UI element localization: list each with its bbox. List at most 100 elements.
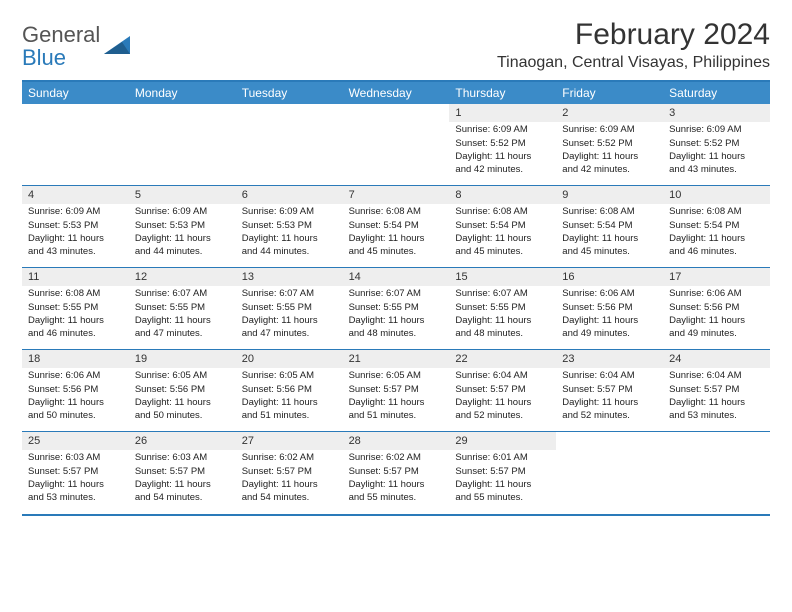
calendar-cell: 18Sunrise: 6:06 AMSunset: 5:56 PMDayligh… — [22, 350, 129, 432]
day-number: 20 — [236, 350, 343, 368]
day-sunset: Sunset: 5:56 PM — [28, 384, 123, 396]
day-sunset: Sunset: 5:52 PM — [455, 138, 550, 150]
day-sunrise: Sunrise: 6:08 AM — [455, 206, 550, 218]
logo-word2: Blue — [22, 45, 66, 70]
calendar-cell: 21 Sunrise: 6:05 AMSunset: 5:57 PMDayligh… — [343, 350, 450, 432]
day-sunset: Sunset: 5:55 PM — [28, 302, 123, 314]
day-info: Sunrise: 6:01 AMSunset: 5:57 PMDaylight:… — [449, 452, 556, 509]
day-number — [22, 104, 129, 122]
day-daylight1: Daylight: 11 hours — [669, 397, 764, 409]
day-sunset: Sunset: 5:57 PM — [455, 466, 550, 478]
day-sunset: Sunset: 5:55 PM — [349, 302, 444, 314]
day-info: Sunrise: 6:06 AMSunset: 5:56 PMDaylight:… — [663, 288, 770, 345]
day-info: Sunrise: 6:08 AMSunset: 5:54 PMDaylight:… — [343, 206, 450, 263]
weekday-header: Saturday — [663, 82, 770, 104]
day-number: 11 — [22, 268, 129, 286]
logo-word1: General — [22, 22, 100, 47]
day-number — [663, 432, 770, 450]
day-daylight1: Daylight: 11 hours — [562, 151, 657, 163]
day-sunrise: Sunrise: 6:05 AM — [242, 370, 337, 382]
day-sunrise: Sunrise: 6:06 AM — [28, 370, 123, 382]
day-sunset: Sunset: 5:53 PM — [135, 220, 230, 232]
day-daylight1: Daylight: 11 hours — [242, 233, 337, 245]
day-daylight1: Daylight: 11 hours — [349, 315, 444, 327]
day-sunrise: Sunrise: 6:01 AM — [455, 452, 550, 464]
day-daylight1: Daylight: 11 hours — [562, 233, 657, 245]
calendar-cell: 24Sunrise: 6:04 AMSunset: 5:57 PMDayligh… — [663, 350, 770, 432]
day-sunset: Sunset: 5:57 PM — [669, 384, 764, 396]
logo: General Blue — [22, 18, 130, 70]
day-daylight2: and 55 minutes. — [349, 492, 444, 504]
calendar-cell: 8Sunrise: 6:08 AMSunset: 5:54 PMDaylight… — [449, 186, 556, 268]
header: General Blue February 2024 Tinaogan, Cen… — [22, 18, 770, 72]
day-number — [236, 104, 343, 122]
day-number — [556, 432, 663, 450]
day-sunrise: Sunrise: 6:06 AM — [669, 288, 764, 300]
day-info: Sunrise: 6:09 AMSunset: 5:52 PMDaylight:… — [449, 124, 556, 181]
calendar-cell — [22, 104, 129, 186]
day-sunrise: Sunrise: 6:08 AM — [669, 206, 764, 218]
day-daylight2: and 42 minutes. — [562, 164, 657, 176]
day-number: 12 — [129, 268, 236, 286]
day-sunset: Sunset: 5:57 PM — [135, 466, 230, 478]
day-number: 18 — [22, 350, 129, 368]
day-daylight1: Daylight: 11 hours — [669, 315, 764, 327]
day-number: 6 — [236, 186, 343, 204]
day-daylight2: and 48 minutes. — [349, 328, 444, 340]
day-info: Sunrise: 6:08 AMSunset: 5:54 PMDaylight:… — [449, 206, 556, 263]
calendar-cell: 26Sunrise: 6:03 AMSunset: 5:57 PMDayligh… — [129, 432, 236, 514]
day-info: Sunrise: 6:02 AMSunset: 5:57 PMDaylight:… — [236, 452, 343, 509]
day-sunrise: Sunrise: 6:04 AM — [455, 370, 550, 382]
day-number: 4 — [22, 186, 129, 204]
day-daylight2: and 52 minutes. — [455, 410, 550, 422]
day-daylight2: and 49 minutes. — [669, 328, 764, 340]
day-number: 21 — [343, 350, 450, 368]
day-number: 19 — [129, 350, 236, 368]
calendar-cell: 7Sunrise: 6:08 AMSunset: 5:54 PMDaylight… — [343, 186, 450, 268]
day-daylight2: and 50 minutes. — [28, 410, 123, 422]
day-sunset: Sunset: 5:53 PM — [242, 220, 337, 232]
day-info: Sunrise: 6:06 AMSunset: 5:56 PMDaylight:… — [22, 370, 129, 427]
day-daylight2: and 53 minutes. — [669, 410, 764, 422]
day-info: Sunrise: 6:05 AMSunset: 5:57 PMDaylight:… — [343, 370, 450, 427]
day-daylight2: and 44 minutes. — [135, 246, 230, 258]
day-sunrise: Sunrise: 6:09 AM — [669, 124, 764, 136]
day-number: 29 — [449, 432, 556, 450]
weekday-header: Monday — [129, 82, 236, 104]
day-sunrise: Sunrise: 6:09 AM — [242, 206, 337, 218]
day-daylight1: Daylight: 11 hours — [28, 479, 123, 491]
calendar-cell: 10Sunrise: 6:08 AMSunset: 5:54 PMDayligh… — [663, 186, 770, 268]
day-sunset: Sunset: 5:56 PM — [562, 302, 657, 314]
day-sunrise: Sunrise: 6:08 AM — [28, 288, 123, 300]
day-daylight2: and 47 minutes. — [135, 328, 230, 340]
day-sunset: Sunset: 5:57 PM — [349, 384, 444, 396]
day-info: Sunrise: 6:08 AMSunset: 5:54 PMDaylight:… — [663, 206, 770, 263]
day-daylight1: Daylight: 11 hours — [562, 315, 657, 327]
day-daylight2: and 43 minutes. — [28, 246, 123, 258]
calendar-cell: 2 Sunrise: 6:09 AMSunset: 5:52 PMDaylight… — [556, 104, 663, 186]
day-number: 14 — [343, 268, 450, 286]
calendar-cell: 28Sunrise: 6:02 AMSunset: 5:57 PMDayligh… — [343, 432, 450, 514]
day-daylight1: Daylight: 11 hours — [349, 479, 444, 491]
day-info: Sunrise: 6:08 AMSunset: 5:54 PMDaylight:… — [556, 206, 663, 263]
day-number: 27 — [236, 432, 343, 450]
day-number: 15 — [449, 268, 556, 286]
day-daylight2: and 47 minutes. — [242, 328, 337, 340]
day-info: Sunrise: 6:03 AMSunset: 5:57 PMDaylight:… — [129, 452, 236, 509]
day-number: 2 — [556, 104, 663, 122]
day-sunrise: Sunrise: 6:03 AM — [28, 452, 123, 464]
day-daylight1: Daylight: 11 hours — [455, 397, 550, 409]
day-info: Sunrise: 6:08 AMSunset: 5:55 PMDaylight:… — [22, 288, 129, 345]
day-daylight1: Daylight: 11 hours — [28, 233, 123, 245]
day-sunset: Sunset: 5:54 PM — [669, 220, 764, 232]
calendar-cell — [663, 432, 770, 514]
calendar-cell — [556, 432, 663, 514]
day-number: 17 — [663, 268, 770, 286]
calendar-cell: 5Sunrise: 6:09 AMSunset: 5:53 PMDaylight… — [129, 186, 236, 268]
day-sunrise: Sunrise: 6:08 AM — [562, 206, 657, 218]
day-daylight1: Daylight: 11 hours — [242, 397, 337, 409]
day-daylight1: Daylight: 11 hours — [349, 233, 444, 245]
day-info: Sunrise: 6:09 AMSunset: 5:52 PMDaylight:… — [556, 124, 663, 181]
calendar-cell: 1Sunrise: 6:09 AMSunset: 5:52 PMDaylight… — [449, 104, 556, 186]
day-info: Sunrise: 6:07 AMSunset: 5:55 PMDaylight:… — [236, 288, 343, 345]
